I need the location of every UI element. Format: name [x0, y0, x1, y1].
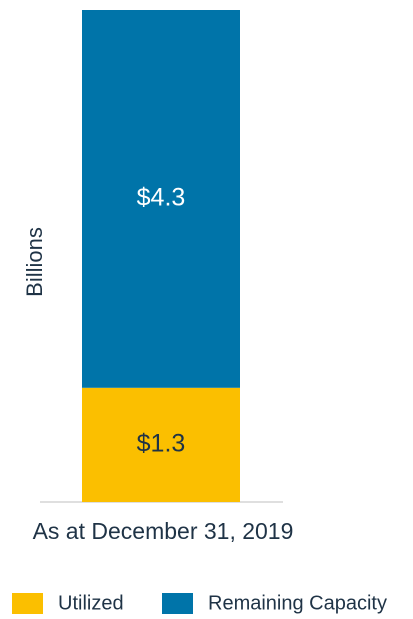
legend-label: Utilized [58, 592, 124, 614]
value-label: $4.3 [137, 184, 186, 212]
value-label: $1.3 [137, 430, 186, 458]
legend-swatch [12, 593, 43, 614]
y-axis-label: Billions [22, 227, 47, 297]
legend-label: Remaining Capacity [208, 592, 387, 614]
legend-swatch [162, 593, 193, 614]
bar-segment [82, 10, 240, 388]
bar-segment [82, 387, 240, 502]
x-tick-label: As at December 31, 2019 [33, 518, 294, 544]
